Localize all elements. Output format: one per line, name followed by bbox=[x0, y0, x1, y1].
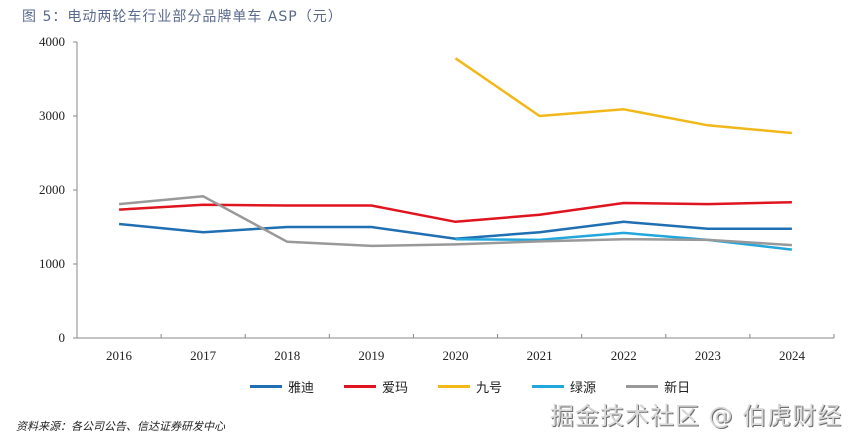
x-tick-label: 2024 bbox=[779, 348, 806, 363]
y-tick-label: 3000 bbox=[39, 108, 65, 123]
y-tick-label: 1000 bbox=[39, 256, 65, 271]
x-tick-label: 2023 bbox=[695, 348, 721, 363]
legend-swatch bbox=[438, 385, 471, 388]
legend: 雅迪 爱玛 九号 绿源 新日 bbox=[250, 377, 720, 396]
legend-swatch bbox=[626, 385, 659, 388]
source-note: 资料来源：各公司公告、信达证券研发中心 bbox=[16, 420, 225, 433]
legend-label: 爱玛 bbox=[382, 381, 409, 396]
series-line-雅迪 bbox=[118, 220, 792, 241]
y-tick-label: 4000 bbox=[39, 34, 65, 49]
legend-label: 绿源 bbox=[570, 381, 597, 396]
series-line-爱玛 bbox=[119, 200, 792, 224]
legend-swatch bbox=[344, 385, 377, 388]
x-tick-label: 2019 bbox=[358, 348, 384, 363]
legend-item: 九号 bbox=[438, 377, 502, 396]
series-lines bbox=[118, 57, 793, 251]
legend-label: 雅迪 bbox=[288, 381, 315, 396]
y-tick-label: 2000 bbox=[39, 182, 65, 197]
y-axis-ticks: 0 1000 2000 3000 4000 bbox=[39, 34, 77, 345]
legend-swatch bbox=[532, 385, 565, 388]
x-tick-label: 2018 bbox=[274, 348, 300, 363]
legend-item: 新日 bbox=[626, 377, 690, 396]
figure-title: 图 5：电动两轮车行业部分品牌单车 ASP（元） bbox=[22, 9, 343, 25]
x-tick-label: 2021 bbox=[527, 348, 553, 363]
y-tick-label: 0 bbox=[59, 330, 66, 345]
x-tick-label: 2016 bbox=[106, 348, 133, 363]
watermark: 掘金技术社区 @ 伯虎财经 bbox=[550, 402, 843, 430]
series-line-绿源 bbox=[455, 231, 793, 251]
series-line-新日 bbox=[118, 195, 792, 248]
x-tick-label: 2020 bbox=[443, 348, 469, 363]
x-axis-ticks: 2016 2017 2018 2019 2020 2021 2022 2023 2024 bbox=[76, 334, 835, 363]
legend-label: 九号 bbox=[476, 381, 503, 396]
x-tick-label: 2022 bbox=[611, 348, 637, 363]
legend-item: 绿源 bbox=[532, 377, 596, 396]
legend-swatch bbox=[250, 385, 282, 388]
legend-label: 新日 bbox=[664, 381, 691, 396]
axes bbox=[76, 42, 834, 339]
series-line-九号 bbox=[454, 57, 793, 135]
x-tick-label: 2017 bbox=[190, 348, 217, 363]
legend-item: 雅迪 bbox=[250, 377, 314, 396]
legend-item: 爱玛 bbox=[344, 377, 408, 396]
